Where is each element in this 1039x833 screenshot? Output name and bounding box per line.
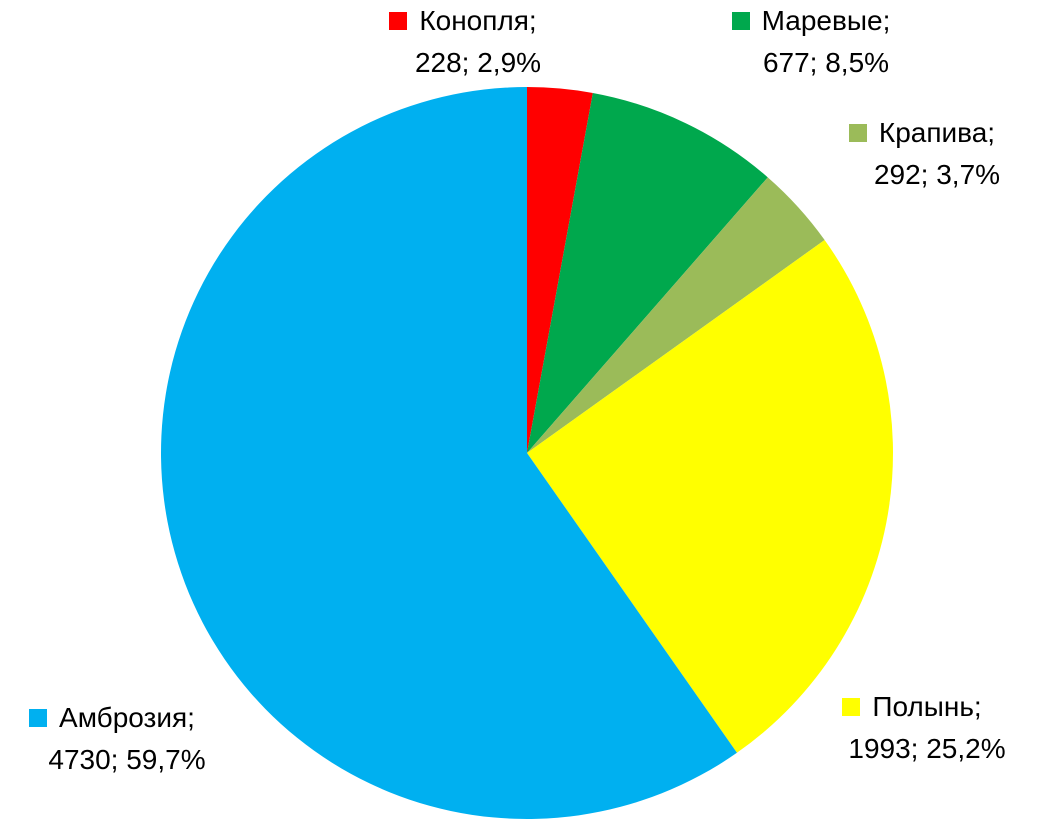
pie-slice-marevye (527, 92, 768, 453)
legend-value-polyn: 1993; 25,2% (848, 733, 1006, 764)
pie-slice-konoplya (527, 87, 593, 453)
legend-name-konoplya: Конопля; (419, 5, 537, 36)
legend-name-krapiva: Крапива; (878, 117, 996, 148)
legend-marker-polyn-icon (842, 698, 861, 716)
legend-name-ambroziya: Амброзия; (59, 702, 195, 733)
legend-label-ambroziya: Амброзия; 4730; 59,7% (3, 697, 221, 781)
legend-label-konoplya: Конопля; 228; 2,9% (363, 0, 563, 84)
legend-value-konoplya: 228; 2,9% (414, 47, 542, 78)
legend-label-marevye: Маревые; 677; 8,5% (707, 0, 915, 84)
legend-name-marevye: Маревые; (761, 5, 891, 36)
pie-slice-krapiva (527, 177, 825, 453)
legend-label-polyn: Полынь; 1993; 25,2% (802, 686, 1022, 770)
legend-marker-ambroziya-icon (29, 709, 48, 727)
legend-marker-marevye-icon (731, 12, 750, 30)
legend-value-krapiva: 292; 3,7% (873, 159, 1001, 190)
pie-slice-ambroziya (161, 87, 737, 820)
legend-name-polyn: Полынь; (872, 691, 982, 722)
legend-marker-krapiva-icon (848, 124, 867, 142)
legend-value-marevye: 677; 8,5% (762, 47, 890, 78)
legend-label-krapiva: Крапива; 292; 3,7% (832, 112, 1012, 196)
legend-value-ambroziya: 4730; 59,7% (48, 744, 206, 775)
legend-marker-konoplya-icon (389, 12, 408, 30)
pie-slice-polyn (527, 239, 894, 753)
